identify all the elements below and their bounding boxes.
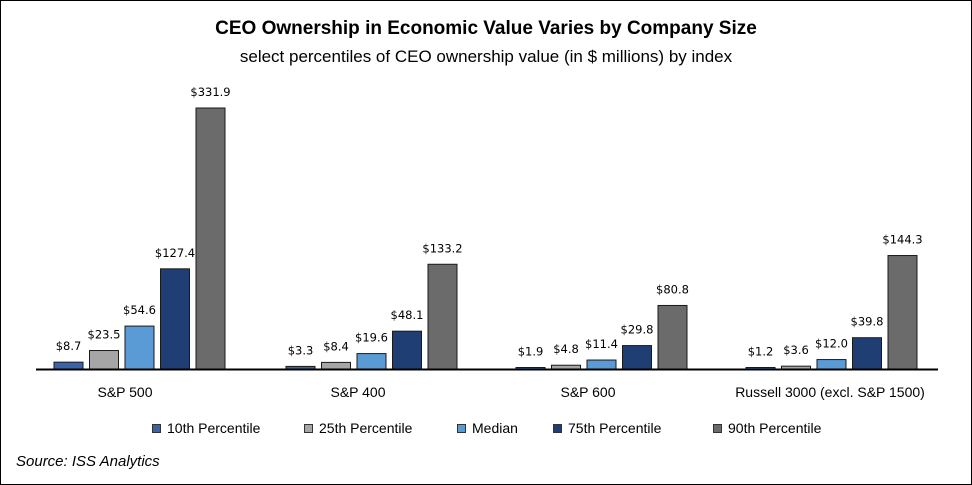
legend-swatch bbox=[304, 423, 313, 433]
bar-90th-percentile-1 bbox=[427, 263, 458, 370]
data-label: $133.2 bbox=[422, 241, 462, 255]
category-label: Russell 3000 (excl. S&P 1500) bbox=[735, 384, 925, 400]
data-label: $11.4 bbox=[585, 337, 618, 351]
chart-legend: 10th Percentile 25th Percentile Median 75th… bbox=[0, 420, 972, 440]
data-label: $331.9 bbox=[190, 85, 230, 99]
data-label: $4.8 bbox=[553, 342, 579, 356]
legend-label: 25th Percentile bbox=[319, 420, 413, 436]
data-label: $1.9 bbox=[518, 345, 544, 359]
legend-item: 25th Percentile bbox=[304, 420, 412, 436]
data-label: $144.3 bbox=[882, 233, 922, 247]
bar-90th-percentile-2 bbox=[657, 304, 688, 370]
data-label: $8.4 bbox=[323, 339, 349, 353]
legend-item: Median bbox=[457, 420, 518, 436]
legend-item: 90th Percentile bbox=[713, 420, 821, 436]
bar-75th-percentile-2 bbox=[622, 345, 652, 370]
bar-75th-percentile-0 bbox=[160, 268, 190, 370]
legend-item: 10th Percentile bbox=[152, 420, 260, 436]
chart-subtitle: select percentiles of CEO ownership valu… bbox=[239, 47, 733, 66]
bar-10th-percentile-0 bbox=[53, 361, 84, 370]
legend-label: Median bbox=[472, 420, 518, 436]
bar-median-1 bbox=[356, 353, 387, 370]
data-label: $3.3 bbox=[288, 343, 314, 357]
data-label: $3.6 bbox=[783, 343, 809, 357]
data-label: $8.7 bbox=[56, 339, 82, 353]
data-label: $19.6 bbox=[355, 331, 388, 345]
bar-75th-percentile-1 bbox=[392, 330, 422, 370]
legend-swatch bbox=[457, 423, 466, 433]
legend-label: 75th Percentile bbox=[568, 420, 662, 436]
bar-25th-percentile-2 bbox=[551, 364, 581, 370]
bar-25th-percentile-0 bbox=[89, 350, 119, 370]
data-label: $12.0 bbox=[815, 337, 848, 351]
data-label: $54.6 bbox=[123, 303, 156, 317]
legend-swatch bbox=[553, 423, 562, 433]
bar-chart: $8.7 $23.5$54.6 $127.4 $331.9 S&P 500 $3.3 $8.… bbox=[36, 85, 938, 400]
category-label: S&P 400 bbox=[330, 384, 385, 400]
bar-25th-percentile-1 bbox=[321, 361, 351, 370]
legend-item: 75th Percentile bbox=[553, 420, 661, 436]
bar-90th-percentile-0 bbox=[195, 107, 226, 370]
legend-swatch bbox=[152, 423, 161, 433]
source-note: Source: ISS Analytics bbox=[16, 453, 160, 470]
data-label: $29.8 bbox=[621, 323, 654, 337]
legend-swatch bbox=[713, 423, 722, 433]
legend-label: 90th Percentile bbox=[728, 420, 822, 436]
category-label: S&P 600 bbox=[560, 384, 615, 400]
legend-label: 10th Percentile bbox=[167, 420, 261, 436]
bar-median-2 bbox=[586, 359, 617, 370]
bar-90th-percentile-3 bbox=[887, 255, 918, 370]
category-label: S&P 500 bbox=[97, 384, 152, 400]
data-label: $80.8 bbox=[656, 282, 689, 296]
bar-median-3 bbox=[816, 359, 847, 370]
data-label: $23.5 bbox=[88, 328, 121, 342]
bar-median-0 bbox=[124, 325, 155, 370]
bar-75th-percentile-3 bbox=[852, 337, 882, 370]
data-label: $48.1 bbox=[391, 308, 424, 322]
chart-title: CEO Ownership in Economic Value Varies b… bbox=[215, 18, 757, 39]
data-label: $127.4 bbox=[155, 246, 195, 260]
data-label: $1.2 bbox=[748, 345, 774, 359]
data-label: $39.8 bbox=[851, 315, 884, 329]
